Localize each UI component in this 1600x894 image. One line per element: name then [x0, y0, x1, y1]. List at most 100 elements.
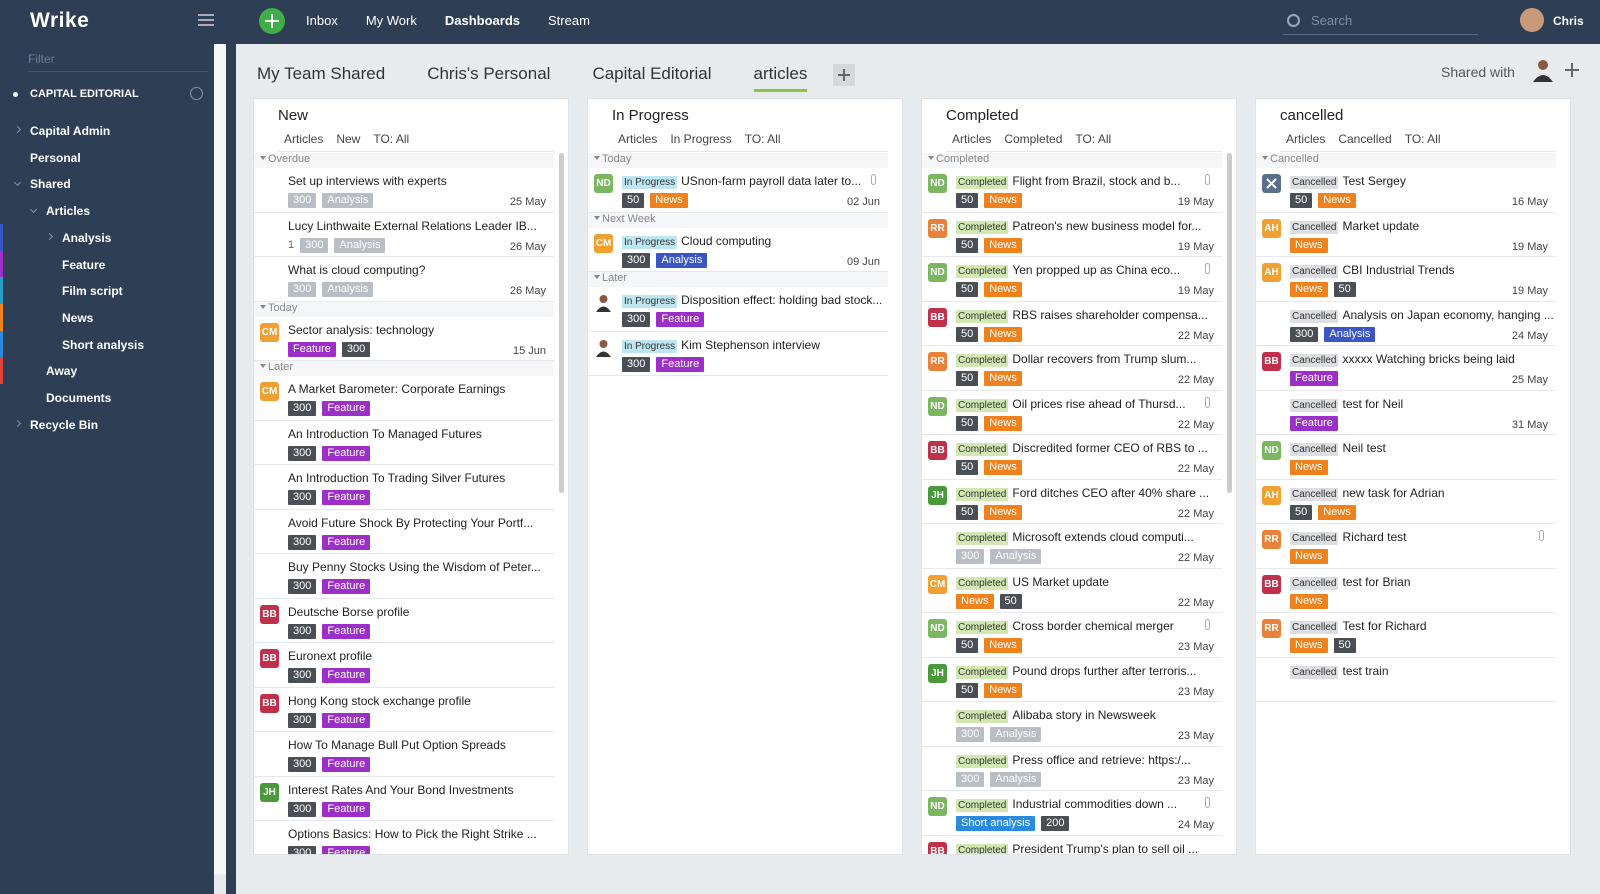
task-card[interactable]: AH Cancelled CBI Industrial Trends News 50 19… — [1256, 257, 1556, 302]
tag[interactable]: Feature — [656, 356, 705, 372]
tag[interactable]: 50 — [956, 193, 979, 208]
tag[interactable]: News — [984, 415, 1022, 431]
task-card[interactable]: Cancelled Test Sergey 50 News 16 May — [1256, 168, 1556, 213]
tag[interactable]: Feature — [322, 623, 371, 639]
tag[interactable]: News — [1318, 504, 1356, 520]
chevron[interactable] — [13, 125, 22, 134]
tag[interactable]: 50 — [1290, 193, 1313, 208]
folder[interactable]: Personal — [30, 150, 81, 165]
task-card[interactable]: CM A Market Barometer: Corporate Earnings… — [254, 376, 554, 421]
folder[interactable]: Recycle Bin — [30, 417, 99, 432]
task-card[interactable]: Cancelled test for Neil Feature 31 May — [1256, 391, 1556, 435]
task-card[interactable]: RR Completed Patreon's new business model … — [922, 213, 1222, 257]
tag[interactable]: 50 — [1290, 504, 1313, 520]
tab[interactable]: Chris's Personal — [427, 64, 551, 83]
tag[interactable]: 300 — [956, 771, 985, 787]
task-card[interactable]: ND Completed Oil prices rise ahead of Thur… — [922, 391, 1222, 435]
task-card[interactable]: AH Cancelled new task for Adrian 50 News — [1256, 480, 1556, 524]
task-card[interactable]: Set up interviews with experts 300 Analysi… — [254, 168, 554, 213]
tag[interactable]: 300 — [288, 623, 317, 639]
group-header[interactable]: Later — [254, 361, 554, 376]
task-card[interactable]: JH Completed Ford ditches CEO after 40% sh… — [922, 480, 1222, 524]
tag[interactable]: 300 — [288, 757, 317, 772]
task-card[interactable]: Buy Penny Stocks Using the Wisdom of Pet… — [254, 554, 554, 599]
tag[interactable]: 50 — [956, 460, 979, 475]
tag[interactable]: 300 — [288, 534, 317, 550]
filter-chip[interactable]: Articles — [284, 132, 324, 146]
tag[interactable]: Analysis — [322, 193, 374, 208]
tag[interactable]: 200 — [1041, 816, 1070, 831]
tag[interactable]: 50 — [956, 237, 979, 253]
filter-chip[interactable]: In Progress — [670, 132, 732, 146]
tag[interactable]: 300 — [288, 712, 317, 728]
logo[interactable]: Wrike — [30, 9, 90, 32]
tag[interactable]: 50 — [622, 193, 645, 208]
task-card[interactable]: BB Completed Discredited former CEO of RBS… — [922, 435, 1222, 480]
filter-chip[interactable]: TO: All — [373, 132, 410, 146]
folder[interactable]: Film script — [62, 284, 123, 299]
tag[interactable]: Feature — [322, 668, 371, 683]
tag[interactable]: Analysis — [990, 549, 1042, 564]
task-card[interactable]: How To Manage Bull Put Option Spreads 300… — [254, 732, 554, 777]
folder[interactable]: Short analysis — [62, 337, 145, 352]
chevron[interactable] — [13, 419, 22, 427]
share-add[interactable] — [1565, 63, 1579, 77]
folder[interactable]: Shared — [30, 177, 71, 192]
folder[interactable]: News — [62, 310, 94, 325]
tag[interactable]: 300 — [288, 668, 317, 683]
task-card[interactable]: ND Completed Industrial commodities down .… — [922, 791, 1222, 836]
nav-item[interactable]: My Work — [365, 13, 417, 28]
tag[interactable]: 50 — [999, 593, 1022, 609]
task-card[interactable]: In Progress Kim Stephenson interview 300 Fe… — [588, 332, 888, 376]
task-card[interactable]: RR Cancelled Richard test News — [1256, 524, 1556, 569]
filter-chip[interactable]: Completed — [1004, 132, 1063, 146]
tag[interactable]: Feature — [322, 579, 371, 594]
tag[interactable]: 300 — [288, 282, 317, 297]
tag[interactable]: News — [1290, 460, 1328, 475]
task-card[interactable]: BB Cancelled test for Brian News — [1256, 569, 1556, 613]
user-avatar[interactable] — [1520, 8, 1544, 32]
task-card[interactable]: What is cloud computing? 300 Analysis 26 Ma… — [254, 257, 554, 302]
tag[interactable]: Feature — [322, 445, 371, 461]
tag[interactable]: News — [984, 282, 1022, 297]
tag[interactable]: Analysis — [322, 282, 374, 297]
tag[interactable]: Short analysis — [956, 816, 1036, 831]
tag[interactable]: 50 — [956, 415, 979, 431]
tag[interactable]: News — [984, 193, 1022, 208]
new-button[interactable] — [259, 8, 285, 34]
group-header[interactable]: Overdue — [254, 153, 554, 168]
filter[interactable]: Filter — [28, 52, 208, 72]
filter-chip[interactable]: Articles — [618, 132, 658, 146]
filter-chip[interactable]: Cancelled — [1338, 132, 1392, 146]
tag[interactable]: Feature — [322, 757, 371, 772]
task-card[interactable]: ND Cancelled Neil test News — [1256, 435, 1556, 480]
tag[interactable]: News — [984, 326, 1022, 342]
task-card[interactable]: Cancelled Analysis on Japan economy, hang… — [1256, 302, 1556, 346]
tag[interactable]: Analysis — [1324, 326, 1376, 342]
nav-item[interactable]: Stream — [548, 13, 590, 28]
tag[interactable]: Feature — [1290, 415, 1338, 431]
task-card[interactable]: Completed Alibaba story in Newsweek 300 Ana… — [922, 702, 1222, 747]
search[interactable]: Search — [1283, 8, 1478, 35]
folder[interactable]: Feature — [62, 257, 106, 272]
task-card[interactable]: BB Cancelled xxxxx Watching bricks being l… — [1256, 346, 1556, 391]
tag[interactable]: News — [1318, 193, 1356, 208]
tag[interactable]: Analysis — [990, 771, 1042, 787]
task-card[interactable]: ND Completed Flight from Brazil, stock and… — [922, 168, 1222, 213]
tag[interactable]: 50 — [956, 371, 979, 386]
tag[interactable]: 50 — [956, 638, 979, 653]
task-card[interactable]: ND In Progress USnon-farm payroll data lat… — [588, 168, 888, 213]
tag[interactable]: 300 — [300, 237, 329, 253]
filter-chip[interactable]: TO: All — [1075, 132, 1112, 146]
tag[interactable]: Feature — [322, 846, 371, 854]
task-card[interactable]: AH Cancelled Market update News 19 May — [1256, 213, 1556, 257]
chevron[interactable] — [45, 232, 54, 240]
tag[interactable]: Analysis — [656, 252, 708, 268]
tag[interactable]: Feature — [322, 401, 371, 416]
tag[interactable]: 300 — [622, 356, 651, 372]
tag[interactable]: 300 — [622, 252, 651, 268]
group-header[interactable]: Cancelled — [1256, 153, 1556, 168]
task-card[interactable]: BB Hong Kong stock exchange profile 300 Fea… — [254, 688, 554, 732]
tag[interactable]: 300 — [956, 549, 985, 564]
filter-chip[interactable]: TO: All — [744, 132, 781, 146]
